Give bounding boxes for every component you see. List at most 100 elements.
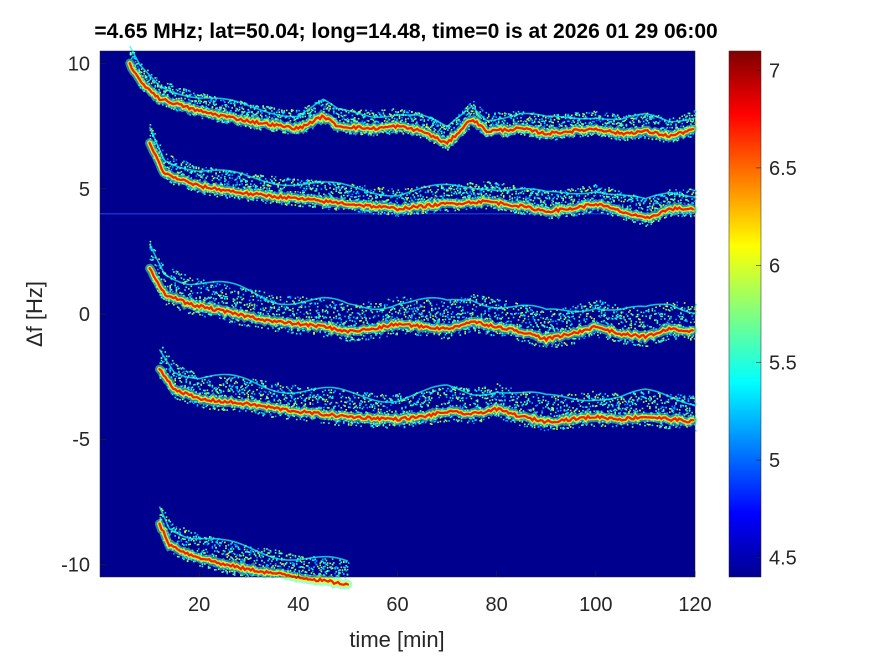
speckle-point <box>682 118 685 120</box>
speckle-point <box>584 195 587 197</box>
speckle-point <box>559 195 562 198</box>
speckle-point <box>299 191 302 194</box>
speckle-point <box>247 111 250 114</box>
speckle-point <box>199 99 201 102</box>
speckle-point <box>200 171 202 174</box>
speckle-point <box>300 180 303 182</box>
speckle-point <box>635 118 638 121</box>
speckle-point <box>574 113 577 116</box>
speckle-point <box>207 104 210 106</box>
speckle-point <box>185 160 188 163</box>
speckle-point <box>166 166 169 169</box>
speckle-point <box>535 118 537 120</box>
speckle-point <box>154 77 157 79</box>
speckle-point <box>175 168 178 170</box>
speckle-point <box>579 188 582 190</box>
speckle-point <box>690 215 692 217</box>
speckle-point <box>543 191 546 194</box>
speckle-point <box>479 106 481 109</box>
speckle-point <box>448 127 450 129</box>
speckle-point <box>259 308 262 311</box>
speckle-point <box>314 190 316 192</box>
speckle-point <box>140 63 143 66</box>
speckle-point <box>450 194 453 196</box>
speckle-point <box>602 194 604 197</box>
speckle-point <box>246 309 248 312</box>
speckle-point <box>225 194 227 197</box>
speckle-point <box>385 200 387 203</box>
speckle-point <box>532 190 535 193</box>
speckle-point <box>235 107 237 110</box>
speckle-point <box>631 197 634 200</box>
speckle-point <box>180 292 183 295</box>
speckle-point <box>345 191 347 193</box>
speckle-point <box>221 292 224 294</box>
speckle-point <box>251 180 253 182</box>
speckle-point <box>338 185 340 188</box>
speckle-point <box>219 108 221 111</box>
speckle-point <box>216 108 219 111</box>
speckle-point <box>590 134 593 136</box>
speckle-point <box>222 99 225 102</box>
speckle-point <box>532 121 535 124</box>
speckle-point <box>328 109 330 111</box>
speckle-point <box>357 210 360 213</box>
speckle-point <box>268 107 271 110</box>
speckle-point <box>551 193 553 196</box>
speckle-point <box>442 186 444 189</box>
speckle-point <box>370 132 372 135</box>
speckle-point <box>364 188 366 191</box>
speckle-point <box>308 204 310 207</box>
speckle-point <box>241 180 243 182</box>
speckle-point <box>206 286 209 289</box>
speckle-point <box>361 187 364 189</box>
speckle-point <box>631 122 634 125</box>
speckle-point <box>536 197 538 199</box>
speckle-point <box>599 194 602 197</box>
speckle-point <box>626 205 629 208</box>
speckle-point <box>386 199 388 202</box>
speckle-point <box>635 117 638 119</box>
speckle-point <box>692 120 695 122</box>
speckle-point <box>382 193 385 196</box>
speckle-point <box>649 117 651 119</box>
speckle-point <box>439 128 442 130</box>
speckle-point <box>199 94 201 97</box>
speckle-point <box>343 117 345 119</box>
speckle-point <box>267 185 269 187</box>
speckle-point <box>180 163 183 165</box>
speckle-point <box>345 187 347 189</box>
speckle-point <box>366 112 369 114</box>
speckle-point <box>398 115 401 118</box>
speckle-point <box>373 115 376 117</box>
speckle-point <box>228 174 231 176</box>
speckle-point <box>165 86 168 89</box>
speckle-point <box>261 175 263 177</box>
speckle-point <box>651 207 654 210</box>
speckle-point <box>131 52 133 54</box>
speckle-point <box>271 306 273 309</box>
speckle-point <box>652 117 655 119</box>
speckle-point <box>204 100 206 103</box>
speckle-point <box>626 200 629 202</box>
speckle-point <box>347 120 350 123</box>
speckle-point <box>610 201 613 203</box>
speckle-point <box>232 171 235 174</box>
speckle-point <box>240 174 242 176</box>
spectrogram-traces <box>100 45 698 590</box>
speckle-point <box>647 122 650 124</box>
speckle-point <box>206 297 209 300</box>
speckle-point <box>445 127 448 129</box>
speckle-point <box>644 137 646 139</box>
speckle-point <box>489 182 491 185</box>
speckle-point <box>372 191 375 193</box>
speckle-point <box>522 123 525 125</box>
speckle-point <box>440 195 443 198</box>
speckle-point <box>547 128 550 130</box>
speckle-point <box>620 196 623 199</box>
speckle-point <box>189 166 191 169</box>
speckle-point <box>162 149 164 152</box>
speckle-point <box>583 187 585 190</box>
speckle-point <box>647 137 650 140</box>
speckle-point <box>338 114 340 116</box>
